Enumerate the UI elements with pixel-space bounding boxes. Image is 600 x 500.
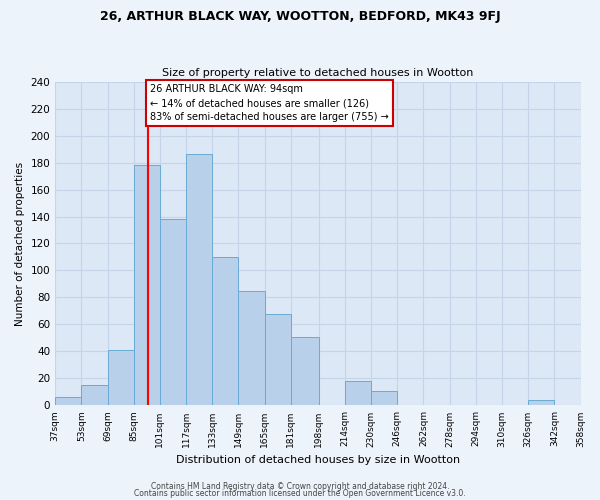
- Bar: [238, 290, 265, 406]
- Text: 26 ARTHUR BLACK WAY: 94sqm
← 14% of detached houses are smaller (126)
83% of sem: 26 ARTHUR BLACK WAY: 94sqm ← 14% of deta…: [150, 84, 389, 122]
- Bar: [107, 350, 134, 406]
- Bar: [186, 154, 212, 406]
- Bar: [160, 219, 186, 406]
- Bar: [291, 336, 319, 406]
- Bar: [134, 165, 160, 406]
- Bar: [528, 400, 554, 406]
- Bar: [55, 398, 82, 406]
- Bar: [345, 381, 371, 406]
- Text: Contains public sector information licensed under the Open Government Licence v3: Contains public sector information licen…: [134, 489, 466, 498]
- Text: 26, ARTHUR BLACK WAY, WOOTTON, BEDFORD, MK43 9FJ: 26, ARTHUR BLACK WAY, WOOTTON, BEDFORD, …: [100, 10, 500, 23]
- X-axis label: Distribution of detached houses by size in Wootton: Distribution of detached houses by size …: [176, 455, 460, 465]
- Bar: [82, 385, 107, 406]
- Y-axis label: Number of detached properties: Number of detached properties: [15, 162, 25, 326]
- Text: Contains HM Land Registry data © Crown copyright and database right 2024.: Contains HM Land Registry data © Crown c…: [151, 482, 449, 491]
- Bar: [371, 390, 397, 406]
- Bar: [212, 257, 238, 406]
- Bar: [265, 314, 291, 406]
- Title: Size of property relative to detached houses in Wootton: Size of property relative to detached ho…: [162, 68, 473, 78]
